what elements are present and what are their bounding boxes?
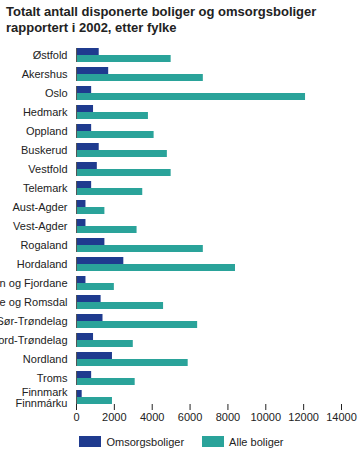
svg-text:Oppland: Oppland — [26, 125, 68, 137]
svg-text:Nordland: Nordland — [23, 353, 68, 365]
svg-text:Vest-Agder: Vest-Agder — [13, 220, 68, 232]
html-text:Alle boliger: Alle boliger — [229, 435, 284, 448]
svg-text:10000: 10000 — [250, 411, 281, 423]
svg-text:Buskerud: Buskerud — [21, 144, 67, 156]
svg-text:Hordaland: Hordaland — [17, 258, 68, 270]
svg-text:Hedmark: Hedmark — [23, 106, 68, 118]
svg-text:Sør-Trøndelag: Sør-Trøndelag — [0, 315, 68, 327]
svg-text:Vestfold: Vestfold — [28, 163, 67, 175]
html-text:Totalt antall disponerte bolig: Totalt antall disponerte boliger og omso… — [6, 4, 317, 36]
svg-text:Østfold: Østfold — [33, 49, 68, 61]
svg-text:8000: 8000 — [216, 411, 240, 423]
svg-text:Akershus: Akershus — [22, 68, 68, 80]
svg-text:4000: 4000 — [140, 411, 164, 423]
svg-text:Aust-Agder: Aust-Agder — [12, 201, 67, 213]
svg-text:2000: 2000 — [102, 411, 126, 423]
svg-text:Rogaland: Rogaland — [20, 239, 67, 251]
svg-text:Nord-Trøndelag: Nord-Trøndelag — [0, 334, 68, 346]
svg-text:Telemark: Telemark — [23, 182, 68, 194]
svg-text:Troms: Troms — [37, 372, 68, 384]
svg-text:14000: 14000 — [326, 411, 357, 423]
svg-text:Sogn og Fjordane: Sogn og Fjordane — [0, 277, 68, 289]
svg-text:0: 0 — [73, 411, 79, 423]
svg-text:FinnmarkFinnmárku: FinnmarkFinnmárku — [16, 385, 68, 408]
svg-text:12000: 12000 — [288, 411, 319, 423]
svg-text:Oslo: Oslo — [45, 87, 68, 99]
svg-text:6000: 6000 — [178, 411, 202, 423]
html-text:Omsorgsboliger: Omsorgsboliger — [106, 435, 185, 448]
svg-text:Møre og Romsdal: Møre og Romsdal — [0, 296, 68, 308]
